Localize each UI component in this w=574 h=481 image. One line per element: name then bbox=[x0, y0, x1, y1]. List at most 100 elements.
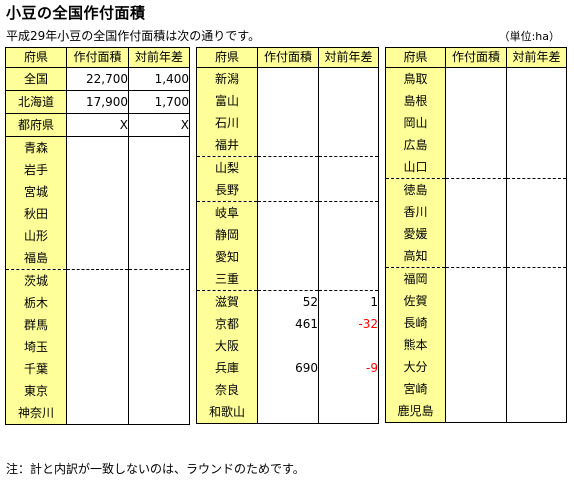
area-cell bbox=[66, 181, 129, 203]
diff-cell: 1,400 bbox=[128, 67, 190, 91]
area-cell bbox=[257, 134, 319, 157]
table-row: 福岡 bbox=[385, 267, 567, 290]
area-cell bbox=[445, 312, 507, 334]
table-header-row: 府県 作付面積 対前年差 bbox=[385, 47, 567, 68]
unit-label: （単位:ha） bbox=[498, 30, 560, 43]
diff-cell bbox=[318, 134, 379, 157]
area-cell bbox=[66, 292, 129, 314]
prefecture-name-cell: 神奈川 bbox=[5, 402, 67, 425]
header-pref: 府県 bbox=[5, 47, 67, 68]
table-row: 広島 bbox=[385, 134, 567, 156]
diff-cell bbox=[506, 245, 567, 268]
table-row: 新潟 bbox=[196, 67, 379, 90]
diff-cell: -32 bbox=[318, 313, 379, 335]
table-row: 福島 bbox=[5, 247, 190, 270]
prefecture-name-cell: 都府県 bbox=[5, 113, 67, 137]
table-row: 岩手 bbox=[5, 159, 190, 181]
prefecture-name-cell: 岐阜 bbox=[196, 201, 258, 224]
table-row: 愛媛 bbox=[385, 223, 567, 245]
table-row: 徳島 bbox=[385, 178, 567, 201]
table-row: 埼玉 bbox=[5, 336, 190, 358]
area-cell bbox=[66, 336, 129, 358]
prefecture-name-cell: 宮城 bbox=[5, 181, 67, 203]
prefecture-name-cell: 兵庫 bbox=[196, 357, 258, 379]
header-diff: 対前年差 bbox=[506, 47, 567, 68]
diff-cell bbox=[506, 223, 567, 245]
prefecture-name-cell: 島根 bbox=[385, 90, 446, 112]
area-cell bbox=[445, 267, 507, 290]
diff-cell bbox=[128, 314, 190, 336]
table-row: 群馬 bbox=[5, 314, 190, 336]
diff-cell bbox=[318, 156, 379, 179]
prefecture-name-cell: 和歌山 bbox=[196, 401, 258, 424]
diff-cell bbox=[128, 159, 190, 181]
area-cell: 461 bbox=[257, 313, 319, 335]
prefecture-name-cell: 岡山 bbox=[385, 112, 446, 134]
diff-cell bbox=[128, 269, 190, 292]
prefecture-name-cell: 北海道 bbox=[5, 90, 67, 114]
diff-cell bbox=[506, 290, 567, 312]
area-cell bbox=[445, 400, 507, 423]
area-cell bbox=[257, 179, 319, 202]
area-cell bbox=[445, 134, 507, 156]
table-row: 鹿児島 bbox=[385, 400, 567, 423]
table-header-row: 府県 作付面積 対前年差 bbox=[196, 47, 379, 68]
table-row: 静岡 bbox=[196, 224, 379, 246]
header-area: 作付面積 bbox=[66, 47, 129, 68]
area-cell bbox=[257, 201, 319, 224]
table-row: 愛知 bbox=[196, 246, 379, 268]
prefecture-name-cell: 埼玉 bbox=[5, 336, 67, 358]
prefecture-name-cell: 滋賀 bbox=[196, 290, 258, 313]
table-row: 千葉 bbox=[5, 358, 190, 380]
table-row: 鳥取 bbox=[385, 67, 567, 90]
table-row: 山形 bbox=[5, 225, 190, 247]
area-cell bbox=[445, 356, 507, 378]
prefecture-name-cell: 岩手 bbox=[5, 159, 67, 181]
diff-cell bbox=[128, 402, 190, 425]
diff-cell bbox=[318, 379, 379, 401]
diff-cell bbox=[506, 178, 567, 201]
header-pref: 府県 bbox=[385, 47, 446, 68]
prefecture-name-cell: 熊本 bbox=[385, 334, 446, 356]
table-row: 宮崎 bbox=[385, 378, 567, 400]
diff-cell bbox=[128, 380, 190, 402]
area-cell bbox=[445, 112, 507, 134]
diff-cell bbox=[506, 156, 567, 179]
area-cell bbox=[66, 225, 129, 247]
area-cell bbox=[257, 90, 319, 112]
prefecture-name-cell: 大分 bbox=[385, 356, 446, 378]
diff-cell bbox=[506, 201, 567, 223]
diff-cell bbox=[318, 67, 379, 90]
table-row: 大分 bbox=[385, 356, 567, 378]
prefecture-name-cell: 広島 bbox=[385, 134, 446, 156]
table-row: 都府県 X X bbox=[5, 113, 190, 137]
table-row: 熊本 bbox=[385, 334, 567, 356]
table-row: 和歌山 bbox=[196, 401, 379, 424]
header-pref: 府県 bbox=[196, 47, 258, 68]
table-row: 奈良 bbox=[196, 379, 379, 401]
diff-cell: 1 bbox=[318, 290, 379, 313]
prefecture-table-1: 府県 作付面積 対前年差 全国 22,700 1,400 北海道 17,900 1,700… bbox=[5, 47, 190, 425]
table-row: 宮城 bbox=[5, 181, 190, 203]
area-cell bbox=[257, 112, 319, 134]
diff-cell bbox=[318, 112, 379, 134]
table-row: 岡山 bbox=[385, 112, 567, 134]
prefecture-name-cell: 栃木 bbox=[5, 292, 67, 314]
diff-cell bbox=[318, 90, 379, 112]
table-row: 佐賀 bbox=[385, 290, 567, 312]
table-row: 東京 bbox=[5, 380, 190, 402]
prefecture-name-cell: 茨城 bbox=[5, 269, 67, 292]
header-area: 作付面積 bbox=[445, 47, 507, 68]
area-cell bbox=[257, 246, 319, 268]
diff-cell bbox=[128, 358, 190, 380]
diff-cell bbox=[128, 181, 190, 203]
diff-cell bbox=[128, 247, 190, 270]
prefecture-name-cell: 長崎 bbox=[385, 312, 446, 334]
area-cell bbox=[445, 90, 507, 112]
prefecture-name-cell: 大阪 bbox=[196, 335, 258, 357]
diff-cell bbox=[128, 225, 190, 247]
prefecture-name-cell: 宮崎 bbox=[385, 378, 446, 400]
area-cell bbox=[445, 378, 507, 400]
table-header-row: 府県 作付面積 対前年差 bbox=[5, 47, 190, 68]
diff-cell bbox=[506, 112, 567, 134]
